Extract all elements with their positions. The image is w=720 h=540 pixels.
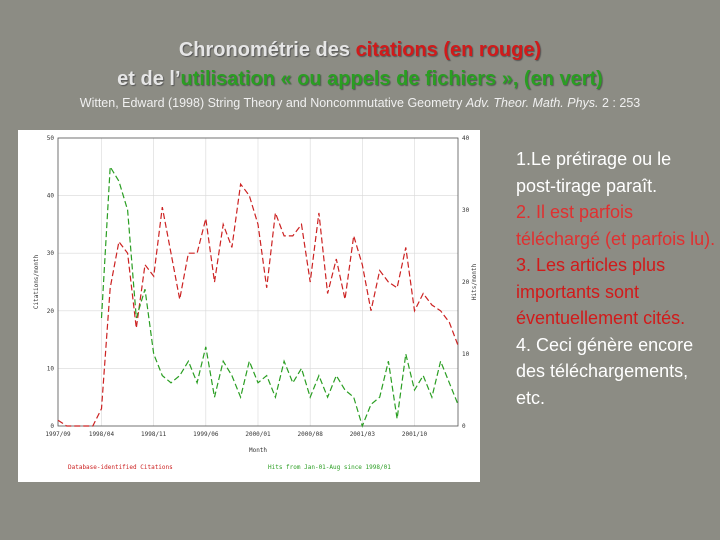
title-citations-red: citations (en rouge) <box>355 39 542 61</box>
x-tick-label: 2001/10 <box>402 431 428 438</box>
x-tick-label: 1997/09 <box>45 431 71 438</box>
y-tick-label: 20 <box>47 308 55 315</box>
x-tick-label: 1999/06 <box>193 431 219 438</box>
right-axis-ticks: 0 10 20 30 40 <box>462 135 470 430</box>
y-tick-label: 40 <box>47 193 55 200</box>
explanation-notes: 1.Le prétirage ou le post-tirage paraît.… <box>516 146 716 411</box>
y2-tick-label: 40 <box>462 135 470 142</box>
title-usage-green: utilisation « ou appels de fichiers », (… <box>180 68 603 90</box>
reference-volume: 2 : 253 <box>598 96 641 110</box>
note-2: 2. Il est parfois téléchargé (et parfois… <box>516 202 716 249</box>
note-3: 3. Les articles plus importants sont éve… <box>516 255 686 328</box>
reference-line: Witten, Edward (1998) String Theory and … <box>0 96 720 110</box>
y2-tick-label: 0 <box>462 423 466 430</box>
x-tick-label: 2001/03 <box>350 431 376 438</box>
x-axis-ticks: 1997/09 1998/04 1998/11 1999/06 2000/01 2000/… <box>45 431 427 438</box>
y-axis-label: Citations/month <box>33 255 40 310</box>
citations-series-line <box>57 182 459 427</box>
title-line1-text: Chronométrie des <box>178 39 356 61</box>
citation-hits-chart: 0 10 20 30 40 50 0 10 20 30 40 1997/09 1998/04 1998… <box>18 130 480 482</box>
x-axis-label: Month <box>249 447 267 454</box>
y-tick-label: 50 <box>47 135 55 142</box>
x-tick-label: 2000/01 <box>245 431 271 438</box>
title-line2-text: et de l’ <box>117 68 181 90</box>
slide-title-line1: Chronométrie des citations (en rouge) <box>0 39 720 62</box>
y-tick-label: 0 <box>50 423 54 430</box>
y2-tick-label: 10 <box>462 351 470 358</box>
x-tick-label: 1998/04 <box>89 431 115 438</box>
chart-svg: 0 10 20 30 40 50 0 10 20 30 40 1997/09 1998/04 1998… <box>33 135 478 471</box>
plot-frame <box>57 137 459 427</box>
legend-citations: Database-identified Citations <box>68 464 173 471</box>
y-tick-label: 30 <box>47 250 55 257</box>
x-tick-label: 2000/08 <box>298 431 324 438</box>
reference-journal: Adv. Theor. Math. Phys. <box>465 96 599 110</box>
left-axis-ticks: 0 10 20 30 40 50 <box>47 135 55 430</box>
note-4: 4. Ceci génère encore des téléchargement… <box>516 334 694 408</box>
x-tick-label: 1998/11 <box>141 431 167 438</box>
y2-tick-label: 20 <box>462 279 470 286</box>
y-tick-label: 10 <box>47 365 55 372</box>
note-1: 1.Le prétirage ou le post-tirage paraît. <box>516 149 672 196</box>
reference-authors: Witten, Edward (1998) String Theory and … <box>79 96 466 110</box>
legend-hits: Hits from Jan-01-Aug since 1998/01 <box>268 464 391 471</box>
hits-series-line <box>100 164 459 428</box>
slide-title-line2: et de l’utilisation « ou appels de fichi… <box>0 68 720 91</box>
y2-axis-label: Hits/month <box>471 264 478 301</box>
y2-tick-label: 30 <box>462 207 470 214</box>
